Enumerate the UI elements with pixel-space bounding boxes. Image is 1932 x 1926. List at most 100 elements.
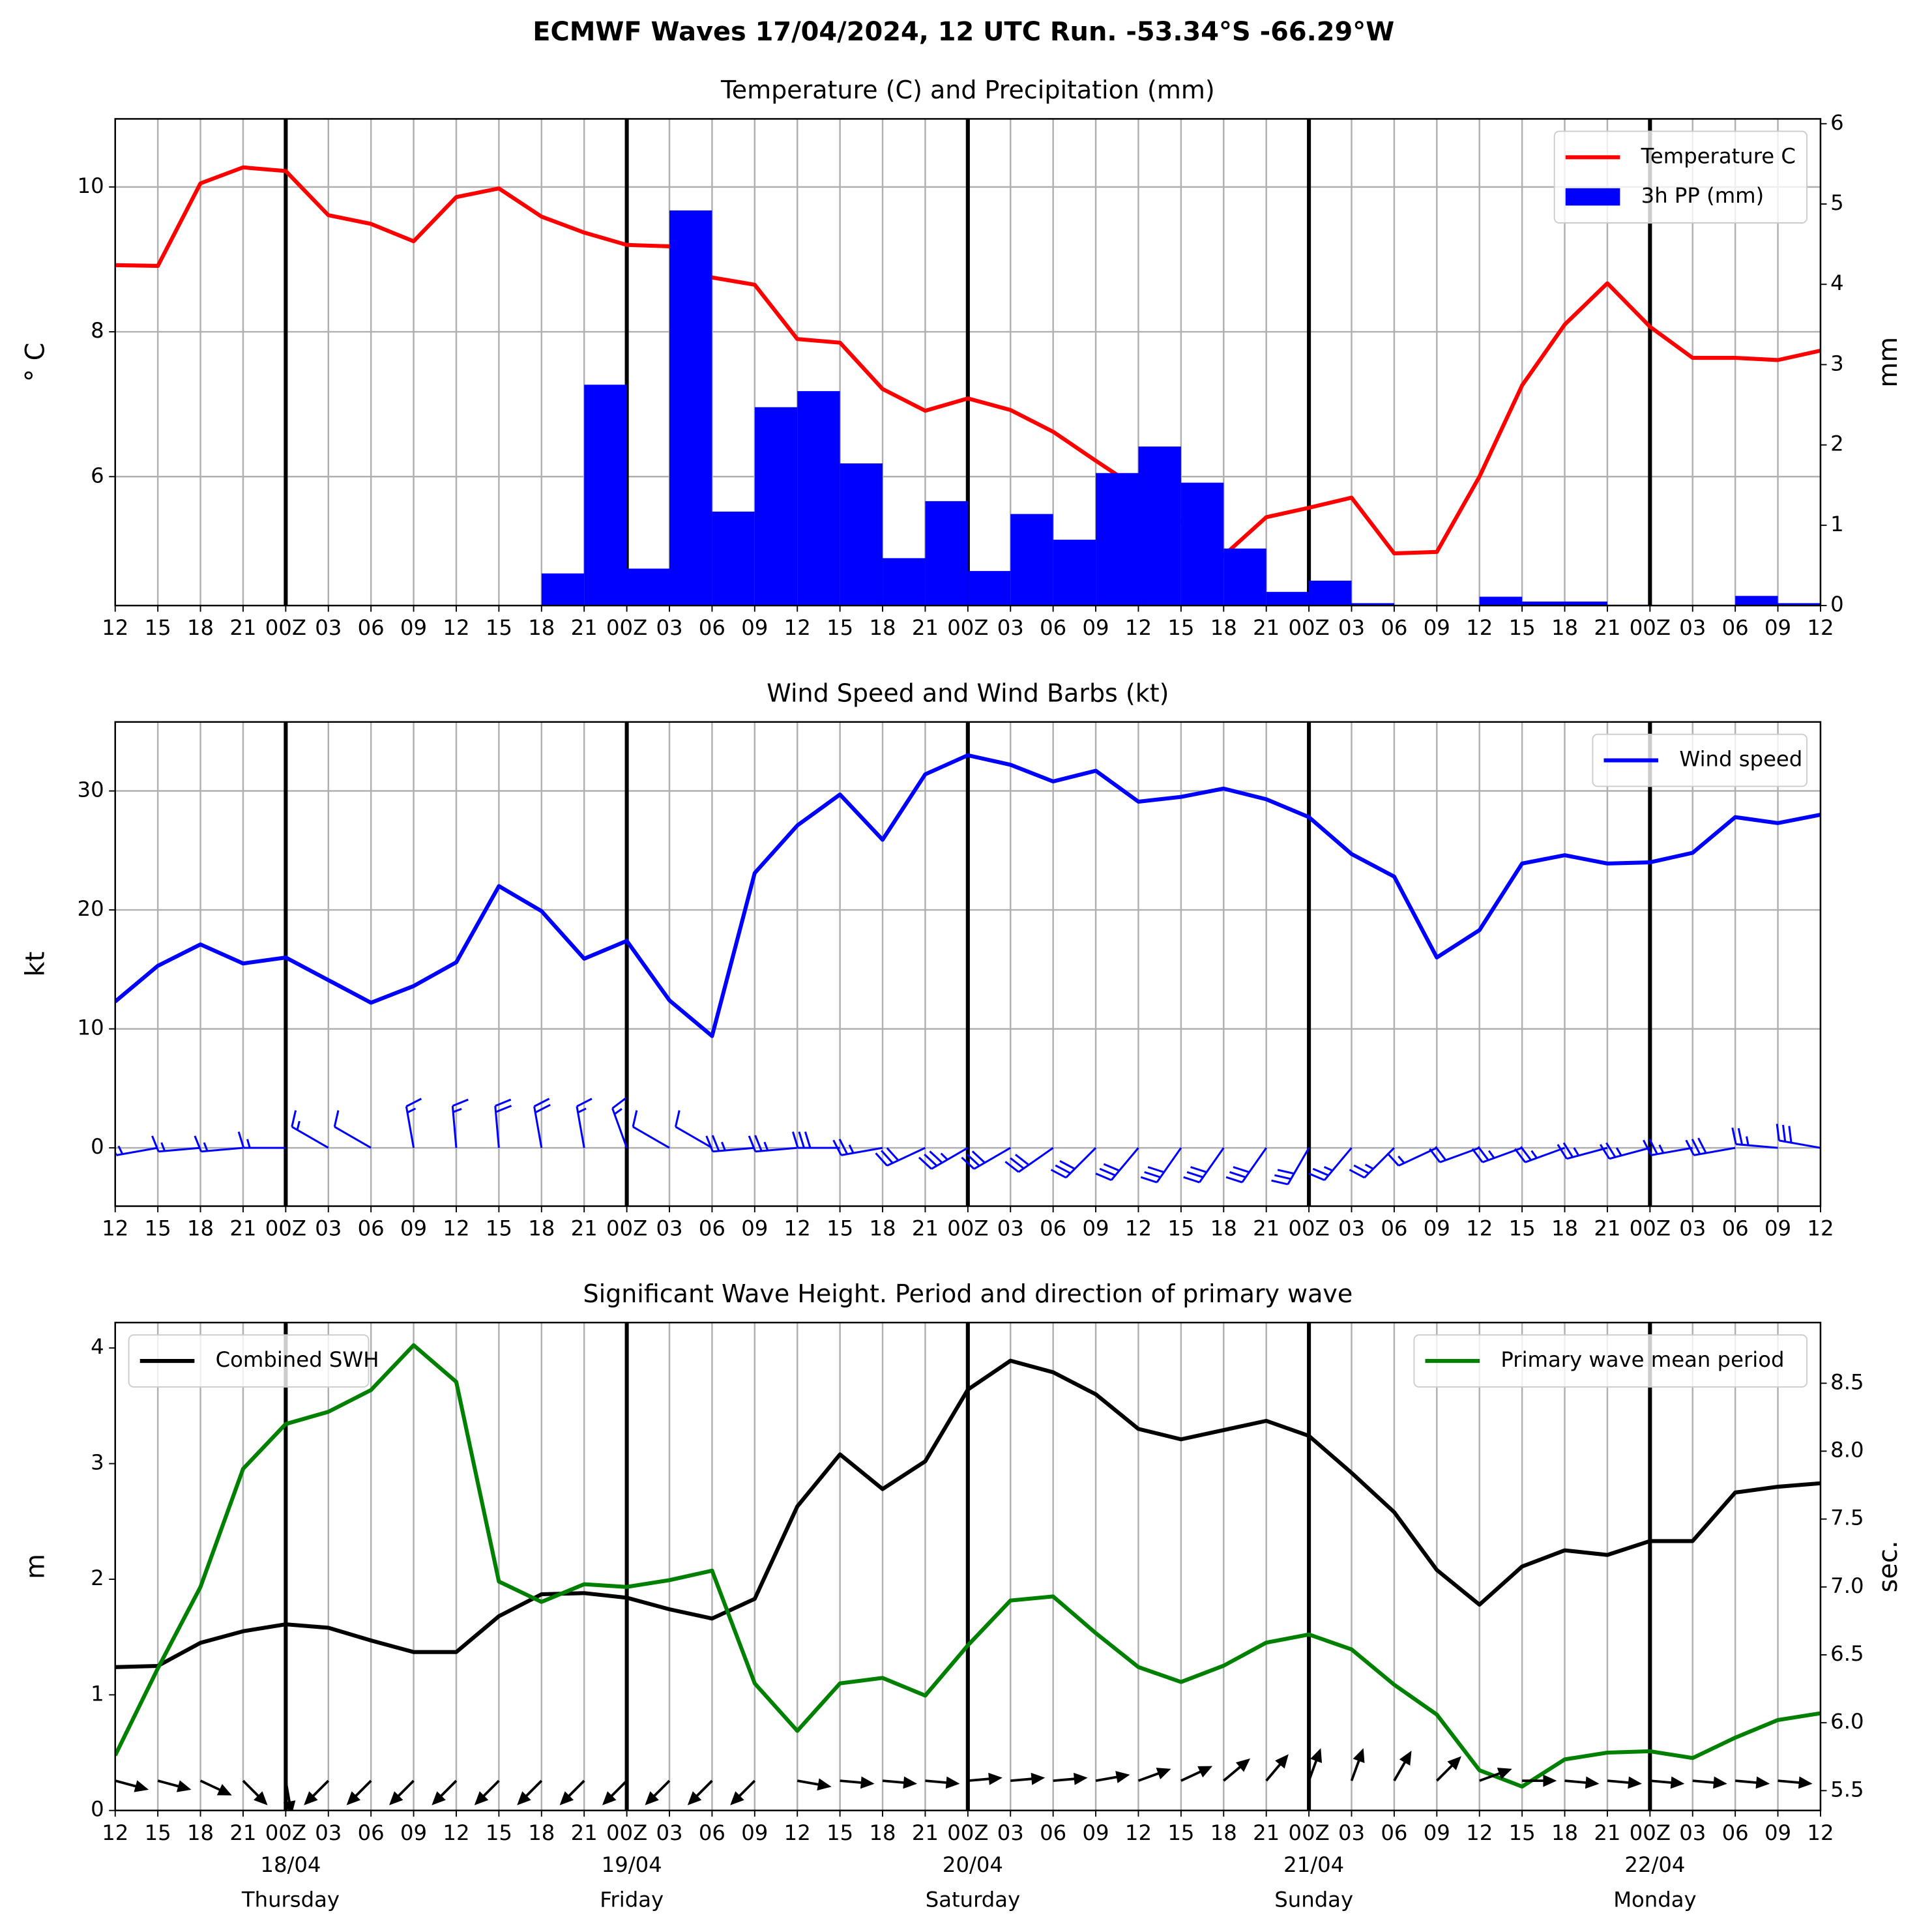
y-tick-label: 3 bbox=[91, 1450, 104, 1475]
y2-tick-label: 3 bbox=[1830, 351, 1844, 375]
x-tick-label: 09 bbox=[741, 1820, 768, 1845]
bar bbox=[1138, 446, 1181, 606]
x-tick-label: 12 bbox=[1125, 1820, 1152, 1845]
wave-direction-arrow bbox=[1734, 1776, 1770, 1789]
bar bbox=[1735, 596, 1778, 606]
bar bbox=[1010, 514, 1053, 606]
wave-direction-arrow bbox=[1010, 1772, 1046, 1785]
y-tick-label: 20 bbox=[78, 896, 104, 921]
bar bbox=[1266, 592, 1310, 606]
x-tick-label: 00Z bbox=[1630, 1216, 1671, 1241]
wave-direction-arrow bbox=[797, 1778, 832, 1791]
chart-title: Temperature (C) and Precipitation (mm) bbox=[720, 76, 1215, 104]
wave-direction-arrow bbox=[346, 1779, 372, 1805]
axes-frame bbox=[114, 1321, 1822, 1811]
x-tick-label: 12 bbox=[1125, 1216, 1152, 1241]
legend-label: Wind speed bbox=[1679, 747, 1802, 772]
wind-barb bbox=[194, 1135, 244, 1153]
wind-barb bbox=[918, 1146, 969, 1170]
y2-tick-label: 5 bbox=[1830, 190, 1844, 215]
x-tick-label: 18 bbox=[528, 615, 555, 640]
x-tick-label: 06 bbox=[358, 615, 385, 640]
x-tick-label: 00Z bbox=[606, 615, 647, 640]
wave-direction-arrow bbox=[388, 1779, 415, 1805]
wave-direction-arrow bbox=[925, 1776, 960, 1789]
x-tick-label: 15 bbox=[486, 1216, 512, 1241]
x-tick-label: 18 bbox=[528, 1216, 555, 1241]
x-tick-label: 18 bbox=[1210, 1820, 1237, 1845]
y2-tick-label: 6 bbox=[1830, 110, 1844, 135]
wind-barb bbox=[961, 1146, 1012, 1170]
wave-direction-arrow bbox=[1692, 1776, 1727, 1789]
bar bbox=[967, 571, 1011, 606]
y-tick-label: 6 bbox=[91, 463, 104, 488]
x-tick-label: 00Z bbox=[606, 1820, 647, 1845]
x-tick-label: 21 bbox=[229, 615, 256, 640]
x-tick-label: 09 bbox=[1083, 1820, 1109, 1845]
wave-direction-arrow bbox=[602, 1779, 628, 1805]
wind-barb bbox=[1642, 1138, 1693, 1156]
x-tick-label: 12 bbox=[784, 615, 811, 640]
y-tick-label: 10 bbox=[78, 173, 104, 198]
x-tick-label: 09 bbox=[400, 1216, 427, 1241]
wave-direction-arrow bbox=[1778, 1776, 1813, 1789]
x-tick-label: 03 bbox=[1679, 615, 1706, 640]
day-name-label: Monday bbox=[1613, 1887, 1696, 1912]
y2-tick-label: 5.5 bbox=[1830, 1777, 1864, 1802]
x-tick-label: 21 bbox=[912, 1820, 939, 1845]
x-tick-label: 12 bbox=[443, 615, 469, 640]
x-tick-label: 12 bbox=[443, 1820, 469, 1845]
wave-direction-arrow bbox=[474, 1779, 500, 1805]
y-tick-label: 0 bbox=[91, 1134, 104, 1159]
x-tick-label: 21 bbox=[912, 615, 939, 640]
x-tick-label: 15 bbox=[827, 1216, 853, 1241]
wave-direction-arrow bbox=[242, 1779, 268, 1805]
wind-barb bbox=[791, 1131, 840, 1149]
x-tick-label: 00Z bbox=[1630, 1820, 1671, 1845]
x-tick-label: 18 bbox=[1210, 615, 1237, 640]
x-tick-label: 06 bbox=[1722, 1820, 1749, 1845]
y-axis-label: ° C bbox=[21, 343, 51, 382]
x-tick-label: 12 bbox=[102, 1820, 128, 1845]
y2-tick-label: 4 bbox=[1830, 270, 1844, 295]
legend-label: Primary wave mean period bbox=[1500, 1347, 1784, 1372]
wave-direction-arrow bbox=[432, 1779, 458, 1805]
wave-direction-arrow bbox=[1095, 1771, 1130, 1783]
x-tick-label: 15 bbox=[1167, 615, 1194, 640]
wave-direction-arrow bbox=[1479, 1768, 1512, 1782]
wind-barb bbox=[1349, 1147, 1395, 1179]
x-tick-label: 15 bbox=[1509, 1820, 1536, 1845]
y-tick-label: 30 bbox=[78, 778, 104, 802]
y2-axis-label: mm bbox=[1873, 337, 1903, 388]
x-tick-label: 09 bbox=[1764, 615, 1791, 640]
y-tick-label: 2 bbox=[91, 1566, 104, 1590]
x-tick-label: 03 bbox=[1679, 1820, 1706, 1845]
x-tick-label: 21 bbox=[571, 1820, 598, 1845]
bar bbox=[1351, 603, 1394, 606]
x-tick-label: 00Z bbox=[947, 1216, 988, 1241]
wind-barb bbox=[1731, 1127, 1778, 1149]
x-tick-label: 00Z bbox=[265, 1820, 306, 1845]
x-tick-label: 18 bbox=[187, 1820, 214, 1845]
x-tick-label: 12 bbox=[784, 1820, 811, 1845]
y2-tick-label: 0 bbox=[1830, 592, 1844, 617]
y2-tick-label: 7.5 bbox=[1830, 1506, 1864, 1530]
x-tick-label: 06 bbox=[1381, 615, 1407, 640]
wind-barb bbox=[632, 1110, 670, 1149]
x-tick-label: 09 bbox=[400, 615, 427, 640]
wave-direction-arrow bbox=[967, 1772, 1003, 1785]
wind-barb bbox=[748, 1135, 798, 1153]
plot-area bbox=[115, 1322, 1821, 1811]
x-tick-label: 12 bbox=[1125, 615, 1152, 640]
x-tick-label: 21 bbox=[1253, 1820, 1280, 1845]
x-tick-label: 18 bbox=[187, 615, 214, 640]
x-tick-label: 03 bbox=[656, 615, 682, 640]
wave-direction-arrow bbox=[1522, 1774, 1557, 1787]
x-tick-label: 15 bbox=[1167, 1820, 1194, 1845]
bar bbox=[669, 210, 712, 606]
chart-title: Wind Speed and Wind Barbs (kt) bbox=[767, 678, 1169, 707]
legend-box bbox=[1592, 733, 1808, 787]
wave-direction-arrow bbox=[1393, 1751, 1412, 1782]
y-tick-label: 0 bbox=[91, 1797, 104, 1822]
x-tick-label: 09 bbox=[400, 1820, 427, 1845]
